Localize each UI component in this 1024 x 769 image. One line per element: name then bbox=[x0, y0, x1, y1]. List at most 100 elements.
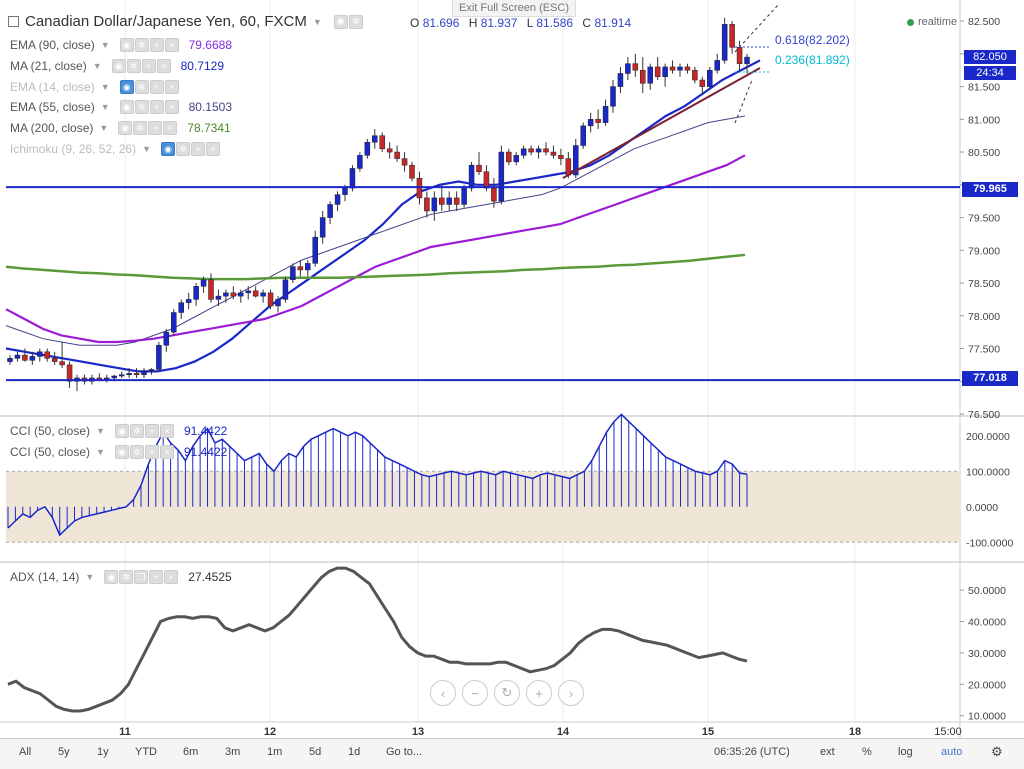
horizontal-levels[interactable] bbox=[6, 186, 960, 382]
period-5d[interactable]: 5d bbox=[309, 746, 322, 758]
cci-pane bbox=[6, 413, 960, 543]
plus-icon[interactable]: + bbox=[149, 570, 164, 584]
eye-icon[interactable]: ◉ bbox=[111, 59, 126, 73]
reset-zoom-button[interactable]: ↻ bbox=[494, 680, 520, 706]
period-5y[interactable]: 5y bbox=[58, 746, 70, 758]
legend-cci-2[interactable]: CCI (50, close) ▼ ◉ ✲ + × 91.4422 bbox=[10, 445, 227, 459]
close-icon[interactable]: × bbox=[163, 121, 178, 135]
close-icon[interactable]: × bbox=[164, 80, 179, 94]
plus-icon[interactable]: + bbox=[144, 445, 159, 459]
close-icon[interactable]: × bbox=[206, 142, 220, 156]
plus-icon[interactable]: + bbox=[144, 424, 159, 438]
legend-value: 79.6688 bbox=[188, 38, 233, 52]
period-all[interactable]: All bbox=[19, 746, 32, 758]
gear-icon[interactable]: ✲ bbox=[119, 570, 134, 584]
eye-icon[interactable]: ◉ bbox=[333, 14, 348, 29]
chevron-down-icon[interactable]: ▼ bbox=[100, 40, 110, 50]
eye-icon[interactable]: ◉ bbox=[119, 100, 134, 114]
copy-icon[interactable]: ❐ bbox=[134, 570, 149, 584]
chevron-down-icon[interactable]: ▼ bbox=[100, 82, 110, 92]
chart-canvas[interactable]: 82.50082.00081.50081.00080.50080.00079.5… bbox=[0, 0, 1024, 738]
gear-icon[interactable]: ✲ bbox=[134, 100, 149, 114]
legend-ema-90[interactable]: EMA (90, close) ▼ ◉ ✲ + × 79.6688 bbox=[10, 38, 232, 52]
candle-body bbox=[118, 374, 125, 377]
gear-icon[interactable]: ✲ bbox=[129, 445, 144, 459]
candle-body bbox=[587, 119, 594, 127]
legend-ichimoku[interactable]: Ichimoku (9, 26, 52, 26) ▼ ◉ ✲ + × bbox=[10, 142, 220, 156]
gear-icon[interactable]: ✲ bbox=[134, 38, 149, 52]
chevron-down-icon[interactable]: ▼ bbox=[99, 123, 109, 133]
plus-icon[interactable]: + bbox=[148, 121, 163, 135]
close-icon[interactable]: × bbox=[159, 445, 174, 459]
gear-icon[interactable]: ✲ bbox=[129, 424, 144, 438]
close-icon[interactable]: × bbox=[164, 570, 179, 584]
close-icon[interactable]: × bbox=[159, 424, 174, 438]
candle-body bbox=[535, 148, 542, 153]
legend-cci-1[interactable]: CCI (50, close) ▼ ◉ ✲ + × 91.4422 bbox=[10, 424, 227, 438]
candle-body bbox=[357, 155, 363, 169]
candle-body bbox=[22, 354, 28, 361]
scroll-right-button[interactable]: › bbox=[558, 680, 584, 706]
gear-icon[interactable]: ✲ bbox=[126, 59, 141, 73]
goto-button[interactable]: Go to... bbox=[386, 746, 423, 758]
zoom-in-button[interactable]: + bbox=[526, 680, 552, 706]
candle-body bbox=[305, 263, 311, 271]
period-1m[interactable]: 1m bbox=[267, 746, 283, 758]
adx-tick-label: 30.0000 bbox=[968, 648, 1006, 660]
legend-ma-21[interactable]: MA (21, close) ▼ ◉ ✲ + × 80.7129 bbox=[10, 59, 224, 73]
log-toggle[interactable]: log bbox=[898, 746, 913, 758]
chevron-down-icon[interactable]: ▼ bbox=[142, 144, 151, 154]
gear-icon[interactable]: ✲ bbox=[348, 14, 363, 29]
price-tick-label: 76.500 bbox=[968, 409, 1000, 421]
plus-icon[interactable]: + bbox=[141, 59, 156, 73]
gear-icon[interactable]: ✲ bbox=[133, 121, 148, 135]
candle-body bbox=[431, 197, 438, 212]
percent-toggle[interactable]: % bbox=[862, 746, 872, 758]
eye-icon[interactable]: ◉ bbox=[119, 38, 134, 52]
gear-icon[interactable]: ⚙ bbox=[991, 744, 1003, 759]
plus-icon[interactable]: + bbox=[149, 100, 164, 114]
exit-fullscreen-button[interactable]: Exit Full Screen (ESC) bbox=[452, 0, 577, 17]
trendline-drawings[interactable] bbox=[562, 4, 779, 179]
collapse-icon[interactable] bbox=[8, 16, 19, 27]
candle-body bbox=[252, 290, 259, 297]
eye-hidden-icon[interactable]: ◉ bbox=[119, 80, 134, 94]
chevron-down-icon[interactable]: ▼ bbox=[92, 61, 102, 71]
period-1y[interactable]: 1y bbox=[97, 746, 109, 758]
chevron-down-icon[interactable]: ▼ bbox=[85, 572, 95, 582]
ext-toggle[interactable]: ext bbox=[820, 746, 835, 758]
eye-icon[interactable]: ◉ bbox=[114, 445, 129, 459]
period-ytd[interactable]: YTD bbox=[135, 746, 157, 758]
gear-icon[interactable]: ✲ bbox=[134, 80, 149, 94]
period-1d[interactable]: 1d bbox=[348, 746, 361, 758]
utc-clock[interactable]: 06:35:26 (UTC) bbox=[714, 746, 790, 758]
legend-ema-14[interactable]: EMA (14, close) ▼ ◉ ✲ + × bbox=[10, 80, 179, 94]
chevron-down-icon[interactable]: ▼ bbox=[312, 16, 322, 27]
chevron-down-icon[interactable]: ▼ bbox=[96, 447, 105, 457]
eye-icon[interactable]: ◉ bbox=[104, 570, 119, 584]
close-icon[interactable]: × bbox=[164, 38, 179, 52]
ohlc-high: 81.937 bbox=[480, 16, 518, 30]
plus-icon[interactable]: + bbox=[191, 142, 205, 156]
legend-adx[interactable]: ADX (14, 14) ▼ ◉ ✲ ❐ + × 27.4525 bbox=[10, 570, 232, 584]
close-icon[interactable]: × bbox=[164, 100, 179, 114]
gear-icon[interactable]: ✲ bbox=[176, 142, 190, 156]
plus-icon[interactable]: + bbox=[149, 80, 164, 94]
scroll-left-button[interactable]: ‹ bbox=[430, 680, 456, 706]
legend-ema-55[interactable]: EMA (55, close) ▼ ◉ ✲ + × 80.1503 bbox=[10, 100, 232, 114]
eye-icon[interactable]: ◉ bbox=[114, 424, 129, 438]
eye-hidden-icon[interactable]: ◉ bbox=[161, 142, 175, 156]
eye-icon[interactable]: ◉ bbox=[118, 121, 133, 135]
plus-icon[interactable]: + bbox=[149, 38, 164, 52]
chevron-down-icon[interactable]: ▼ bbox=[100, 102, 110, 112]
close-icon[interactable]: × bbox=[156, 59, 171, 73]
zoom-out-button[interactable]: − bbox=[462, 680, 488, 706]
candle-body bbox=[498, 151, 505, 202]
period-6m[interactable]: 6m bbox=[183, 746, 199, 758]
candle-body bbox=[133, 373, 140, 375]
auto-toggle[interactable]: auto bbox=[941, 746, 963, 758]
symbol-title[interactable]: Canadian Dollar/Japanese Yen, 60, FXCM ▼… bbox=[8, 13, 363, 30]
period-3m[interactable]: 3m bbox=[225, 746, 241, 758]
legend-ma-200[interactable]: MA (200, close) ▼ ◉ ✲ + × 78.7341 bbox=[10, 121, 231, 135]
chevron-down-icon[interactable]: ▼ bbox=[96, 426, 105, 436]
